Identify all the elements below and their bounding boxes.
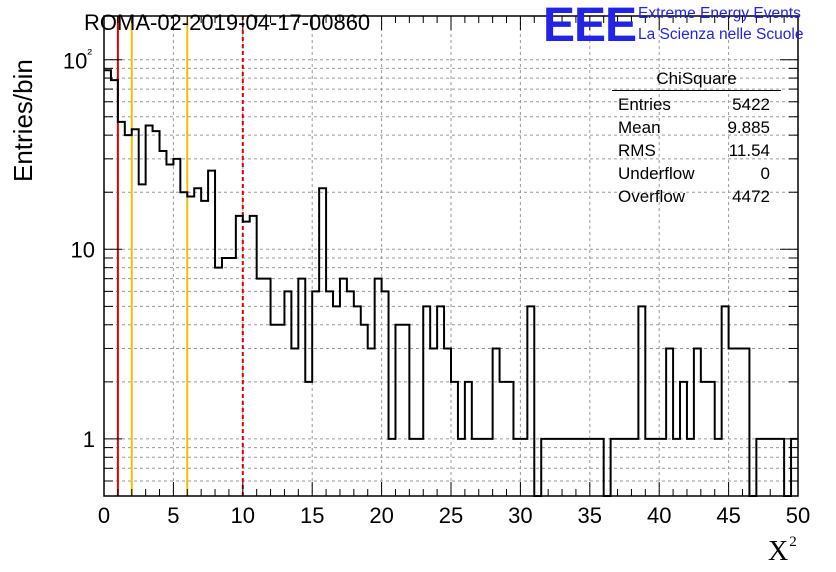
axis-tick-labels: 0 5 10 15 20 25 30 35 40 45 50 1 10 10²: [63, 46, 810, 528]
y-tick-label: 10: [71, 237, 95, 262]
chart-title: ROMA-02-2019-04-17-00860: [84, 10, 371, 35]
stats-value: 0: [760, 164, 770, 183]
reference-lines: [116, 16, 244, 496]
stats-row-mean: Mean 9.885: [612, 116, 778, 139]
stats-box: ChiSquare Entries 5422 Mean 9.885 RMS 11.54…: [612, 68, 781, 208]
logo-line-2: La Scienza nelle Scuole: [638, 26, 804, 43]
stats-row-entries: Entries 5422: [612, 93, 778, 116]
y-tick-label: 10²: [63, 46, 92, 74]
stats-row-rms: RMS 11.54: [612, 139, 778, 162]
y-axis-label: Entries/bin: [8, 59, 38, 182]
x-axis-label-text: X: [768, 536, 789, 567]
x-tick-label: 50: [786, 503, 810, 528]
histogram-series: [104, 69, 798, 497]
stats-row-underflow: Underflow 0: [612, 162, 778, 185]
x-tick-label: 25: [439, 503, 463, 528]
eee-logo: EEE: [543, 0, 637, 52]
stats-value: 9.885: [727, 118, 770, 137]
x-tick-label: 10: [231, 503, 255, 528]
logo-caption: Extreme Energy Events La Scienza nelle S…: [638, 3, 803, 45]
y-tick-label: 1: [83, 427, 95, 452]
x-tick-label: 45: [716, 503, 740, 528]
x-tick-label: 5: [167, 503, 179, 528]
x-axis-label-superscript: 2: [789, 534, 797, 550]
logo-line-1: Extreme Energy Events: [638, 5, 801, 22]
x-axis-label: X2: [768, 534, 797, 568]
stats-value: 4472: [732, 187, 770, 206]
stats-value: 11.54: [728, 141, 770, 160]
stats-title: ChiSquare: [612, 68, 781, 91]
x-tick-label: 30: [508, 503, 532, 528]
stats-label: Underflow: [618, 164, 695, 183]
x-tick-label: 15: [300, 503, 324, 528]
x-tick-label: 0: [98, 503, 110, 528]
x-tick-label: 35: [578, 503, 602, 528]
stats-label: Entries: [618, 95, 671, 114]
axis-ticks: [103, 16, 799, 497]
stats-label: Overflow: [618, 187, 686, 206]
stats-value: 5422: [732, 95, 770, 114]
stats-label: Mean: [618, 118, 661, 137]
x-tick-label: 40: [647, 503, 671, 528]
stats-row-overflow: Overflow 4472: [612, 185, 778, 208]
x-tick-label: 20: [369, 503, 393, 528]
stats-label: RMS: [618, 141, 656, 160]
